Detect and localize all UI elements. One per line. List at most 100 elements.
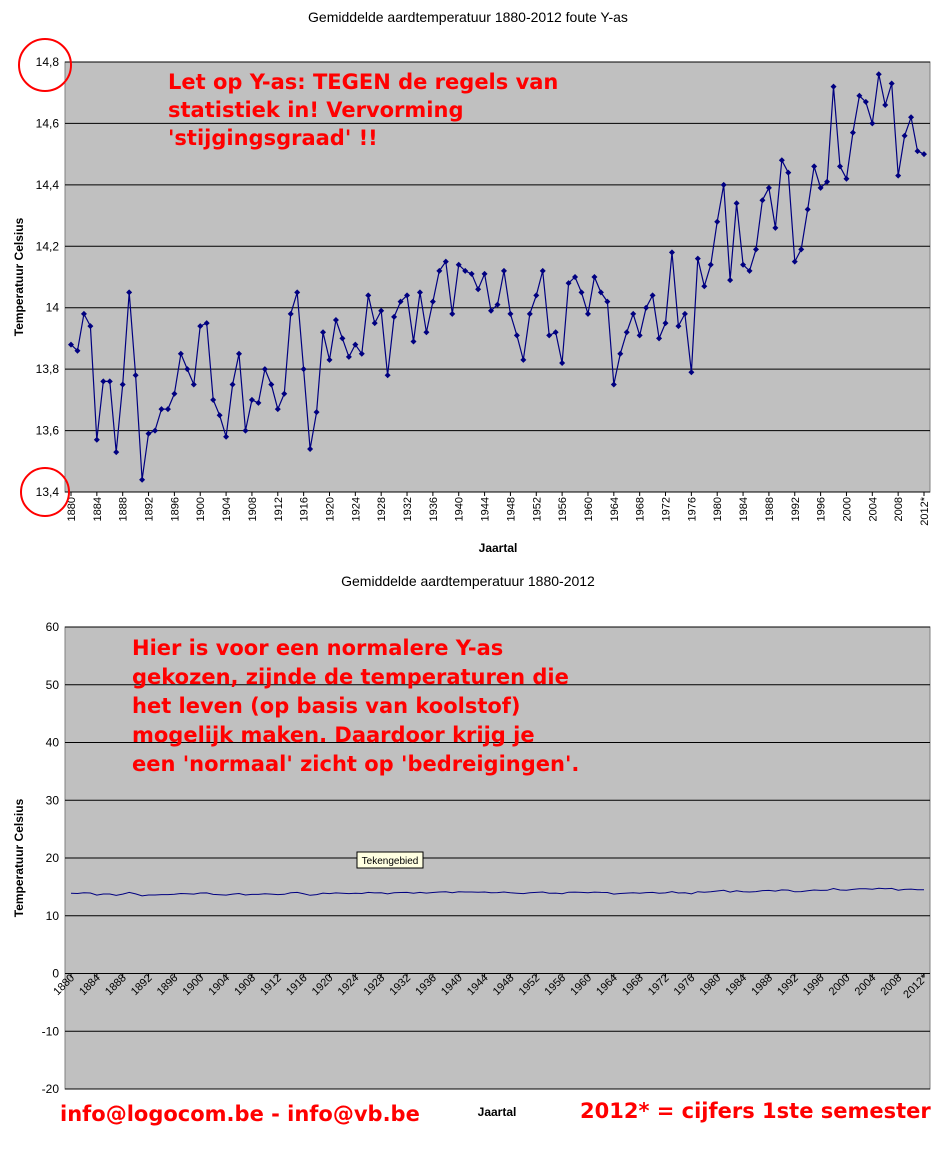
- x-tick-label: 1896: [169, 497, 181, 521]
- data-point: [765, 184, 772, 191]
- x-tick-label: 1908: [247, 497, 259, 521]
- data-point: [572, 274, 579, 280]
- chart-1-annotation-line-3: 'stijgingsgraad' !!: [168, 126, 378, 150]
- data-point: [171, 390, 178, 397]
- data-point: [875, 71, 882, 78]
- data-point: [662, 320, 669, 327]
- data-point: [694, 255, 701, 262]
- data-point: [481, 270, 488, 277]
- x-tick-label: 1948: [505, 497, 517, 521]
- data-point: [216, 412, 223, 419]
- data-point: [365, 292, 372, 299]
- data-point: [507, 310, 514, 317]
- y-tick-label: 40: [46, 736, 60, 750]
- chart-2-annotation-line-5: een 'normaal' zicht op 'bedreigingen'.: [132, 752, 579, 776]
- data-point: [752, 246, 759, 253]
- data-point: [623, 329, 630, 336]
- data-point: [313, 409, 320, 416]
- data-point: [740, 261, 747, 268]
- data-point: [248, 396, 255, 403]
- data-point: [785, 169, 792, 176]
- data-point: [158, 406, 165, 413]
- data-point: [455, 261, 462, 268]
- x-tick-label: 1940: [454, 497, 466, 521]
- data-point: [604, 298, 611, 305]
- data-point: [901, 132, 908, 139]
- y-tick-label: 13,6: [36, 424, 60, 438]
- data-point: [391, 313, 398, 320]
- data-point: [80, 310, 87, 317]
- x-tick-label: 1984: [738, 497, 750, 521]
- data-point: [500, 267, 507, 274]
- data-point: [404, 292, 411, 299]
- data-point: [643, 304, 650, 311]
- data-point: [552, 329, 559, 336]
- data-point: [378, 307, 385, 314]
- data-point: [236, 350, 243, 357]
- x-tick-label: 1996: [816, 497, 828, 521]
- data-point: [119, 381, 126, 388]
- data-point: [339, 335, 346, 342]
- data-point: [320, 329, 327, 336]
- chart-1-x-tick-labels: 1880 1884 1888 1892 1896 1900 1904 1908 1912 1916…: [66, 492, 931, 526]
- x-tick-label: 1980: [712, 497, 724, 521]
- x-tick-label: 1916: [299, 497, 311, 521]
- data-point: [565, 280, 572, 287]
- data-point: [152, 427, 159, 434]
- data-point: [261, 366, 268, 373]
- data-point: [668, 249, 675, 256]
- x-tick-label: 1944: [480, 497, 492, 521]
- x-tick-label: 1988: [764, 497, 776, 521]
- data-point: [869, 120, 876, 127]
- data-point: [190, 381, 197, 388]
- data-point: [268, 381, 275, 388]
- data-point: [106, 378, 113, 385]
- data-point: [791, 258, 798, 265]
- data-point: [197, 323, 204, 330]
- data-point: [888, 80, 895, 87]
- y-tick-label: 14,2: [36, 239, 60, 253]
- data-point: [843, 175, 850, 182]
- footer-email: info@logocom.be - info@vb.be: [60, 1102, 420, 1126]
- data-point: [778, 157, 785, 164]
- data-point: [494, 301, 501, 308]
- data-point: [223, 433, 230, 440]
- data-point: [895, 172, 902, 179]
- data-point: [597, 289, 604, 296]
- x-tick-label: 2012*: [919, 496, 931, 525]
- y-tick-label: 14: [46, 301, 60, 315]
- chart-2-gridlines: [65, 626, 930, 1090]
- x-tick-label: 1976: [686, 497, 698, 521]
- data-point: [520, 356, 527, 363]
- chart-1-y-axis-label: Temperatuur Celsius: [12, 217, 26, 336]
- data-point: [526, 310, 533, 317]
- data-point: [830, 83, 837, 90]
- data-point: [856, 92, 863, 99]
- data-point: [68, 341, 74, 348]
- data-point: [701, 283, 708, 290]
- data-point: [636, 332, 643, 339]
- x-tick-label: 1928: [376, 497, 388, 521]
- data-point: [177, 350, 184, 357]
- chart-2-annotation-line-4: mogelijk maken. Daardoor krijg je: [132, 723, 535, 747]
- data-point: [210, 396, 217, 403]
- chart-1-plot-area[interactable]: [64, 61, 931, 493]
- x-tick-label: 1960: [583, 497, 595, 521]
- data-point: [882, 102, 889, 108]
- x-tick-label: 1932: [402, 497, 414, 521]
- x-tick-label: 2008: [893, 497, 905, 521]
- chart-2: Gemiddelde aardtemperatuur 1880-2012 -20…: [12, 573, 931, 1119]
- data-point: [300, 366, 307, 373]
- y-tick-label: -20: [42, 1082, 60, 1096]
- data-point: [630, 310, 637, 317]
- x-tick-label: 1888: [118, 497, 130, 521]
- x-tick-label: 1904: [221, 497, 233, 521]
- x-tick-label: 1924: [350, 497, 362, 521]
- data-point: [610, 381, 617, 388]
- data-point: [332, 317, 339, 323]
- data-point: [462, 267, 469, 274]
- chart-2-y-tick-labels: -20 -10 0 10 20 30 40 50 60: [42, 620, 60, 1096]
- data-point: [436, 267, 443, 274]
- data-point: [675, 323, 682, 330]
